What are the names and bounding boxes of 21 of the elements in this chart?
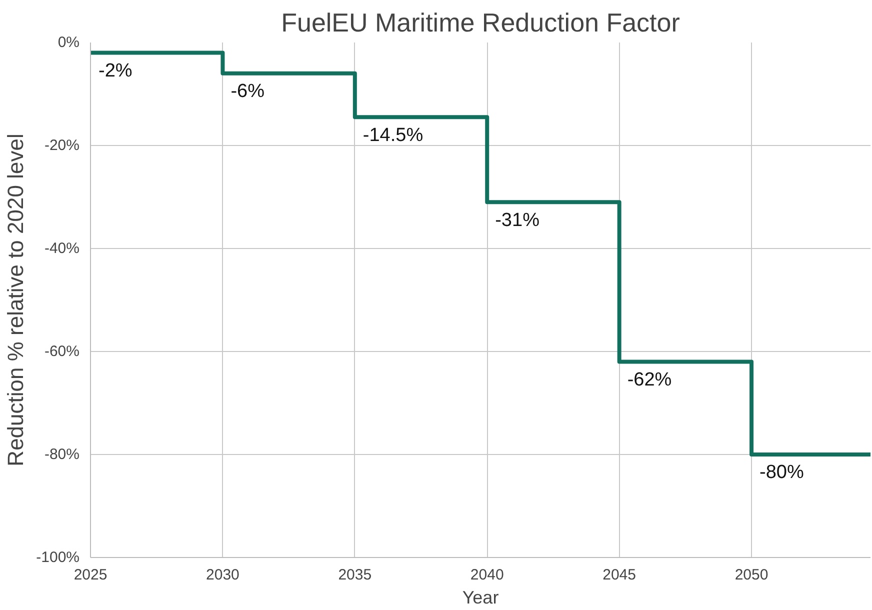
x-tick-label: 2035 <box>338 566 372 584</box>
data-label: -31% <box>495 210 540 231</box>
y-tick-label: -80% <box>44 446 80 463</box>
y-tick-label: 0% <box>58 34 80 51</box>
data-label: -14.5% <box>362 124 424 146</box>
data-label: -62% <box>627 370 672 391</box>
y-tick-label: -40% <box>44 240 80 257</box>
x-tick-label: 2030 <box>206 566 240 584</box>
x-tick-label: 2045 <box>602 566 636 584</box>
x-tick-label: 2040 <box>470 566 504 584</box>
data-label: -6% <box>230 81 265 102</box>
y-tick-label: -100% <box>36 549 80 566</box>
x-tick-label: 2050 <box>734 566 768 584</box>
data-label: -80% <box>760 462 804 484</box>
y-tick-label: -60% <box>44 343 80 360</box>
chart-title: FuelEU Maritime Reduction Factor <box>281 8 680 38</box>
x-tick-label: 2025 <box>74 566 108 584</box>
data-label: -2% <box>98 60 132 82</box>
y-axis-title: Reduction % relative to 2020 level <box>3 134 28 466</box>
x-axis-title: Year <box>462 588 499 608</box>
y-tick-label: -20% <box>44 137 80 154</box>
